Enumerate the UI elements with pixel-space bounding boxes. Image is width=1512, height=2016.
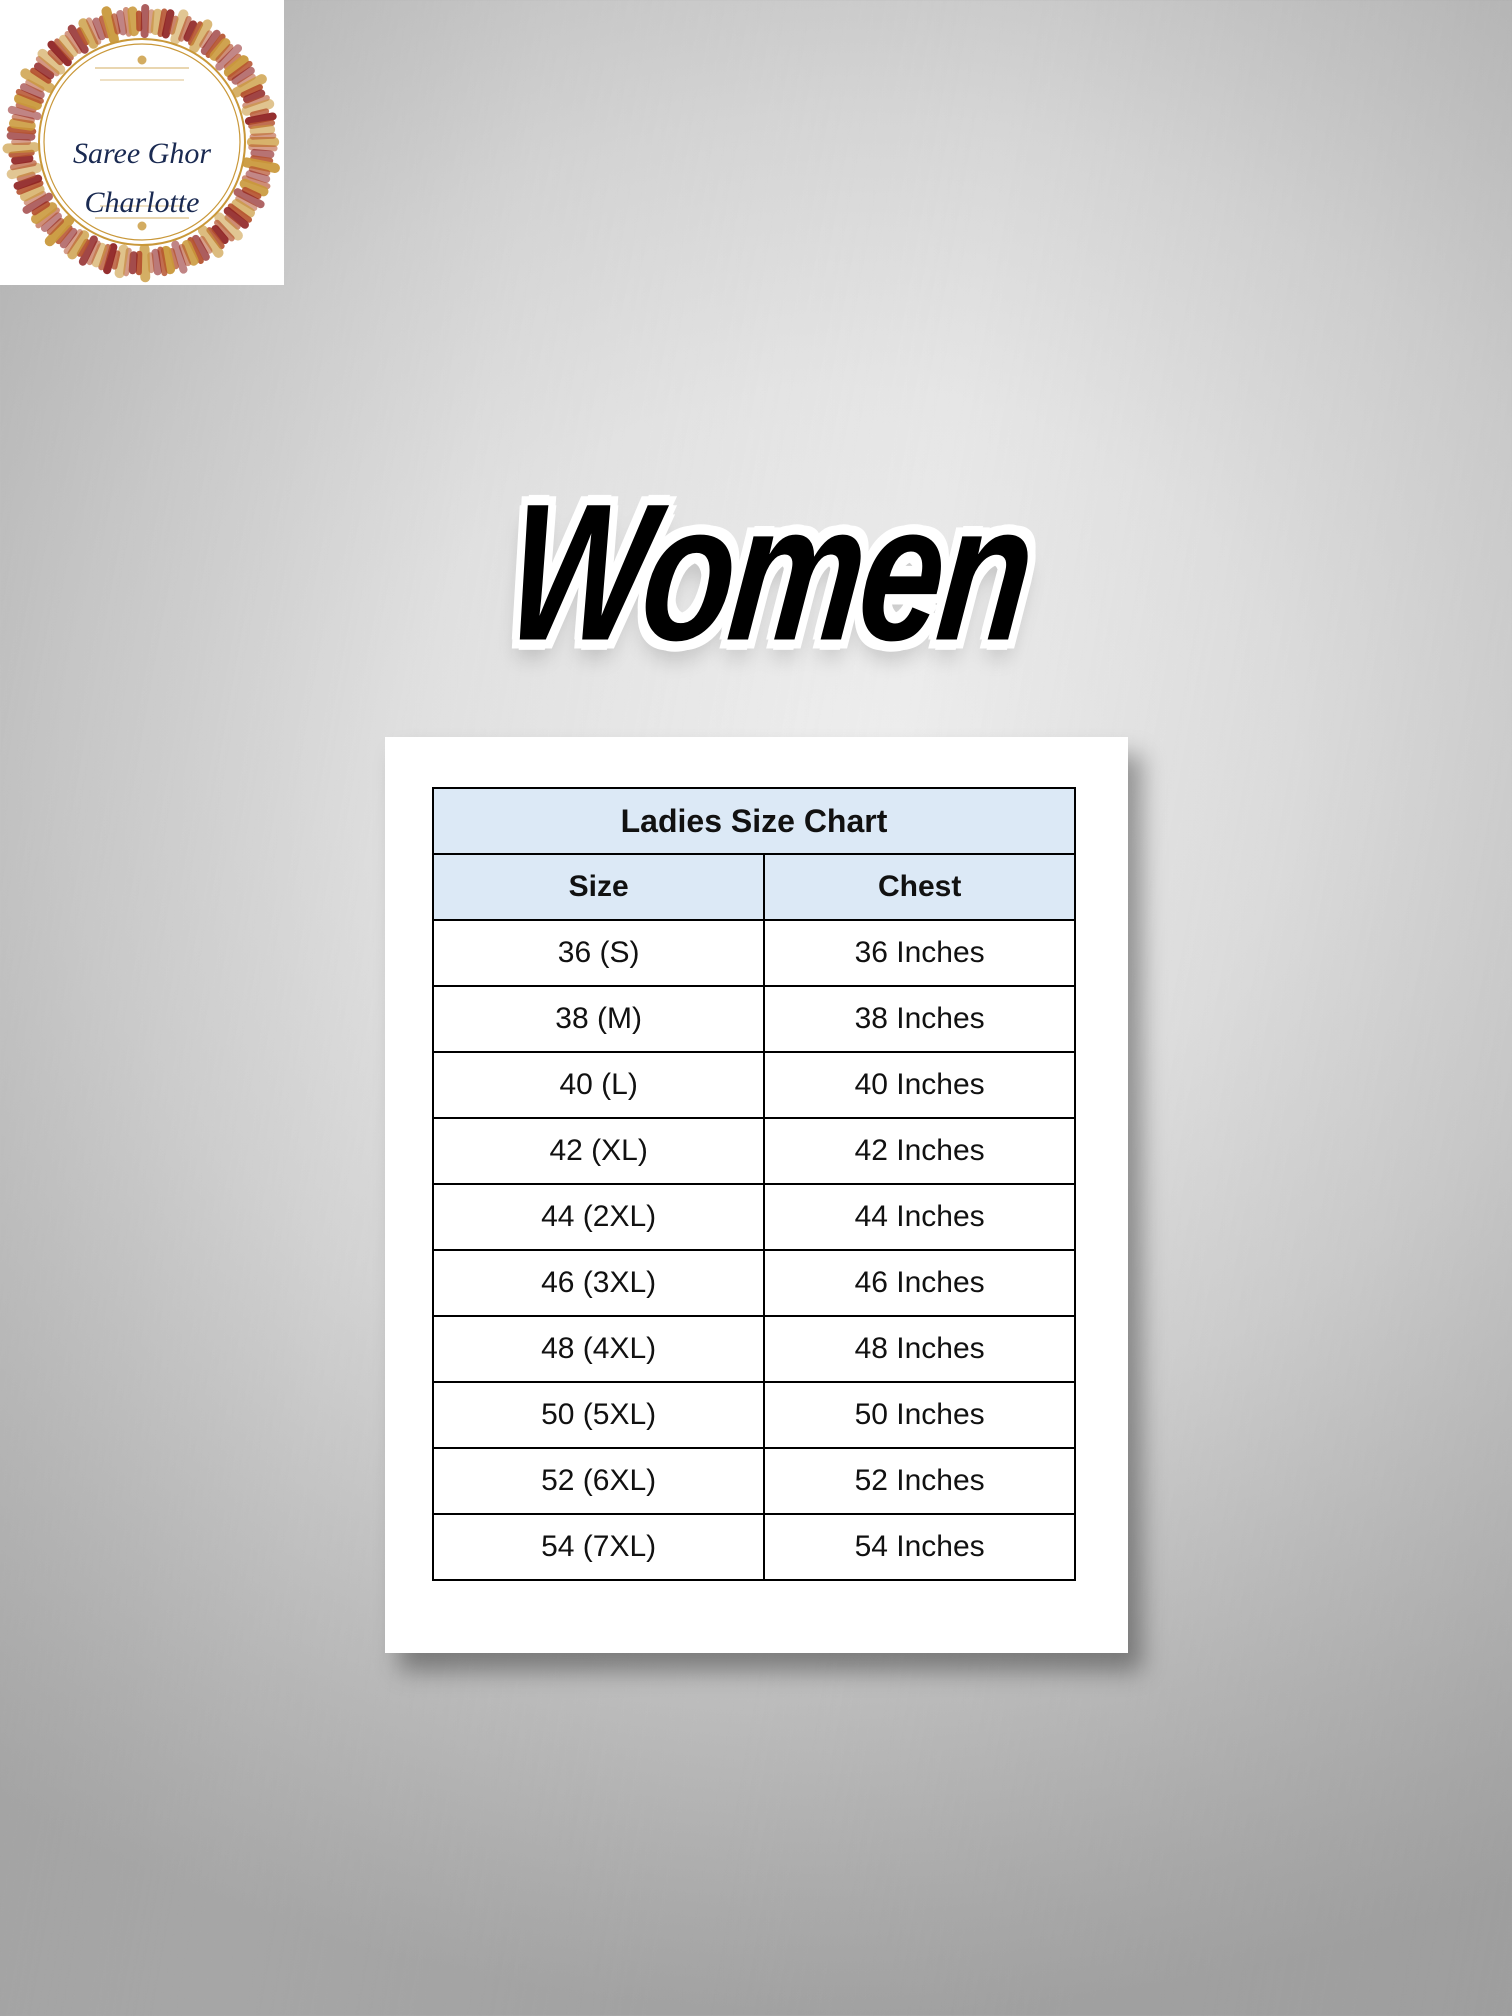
svg-text:Saree Ghor: Saree Ghor [73, 137, 211, 170]
svg-text:Charlotte: Charlotte [84, 186, 199, 219]
